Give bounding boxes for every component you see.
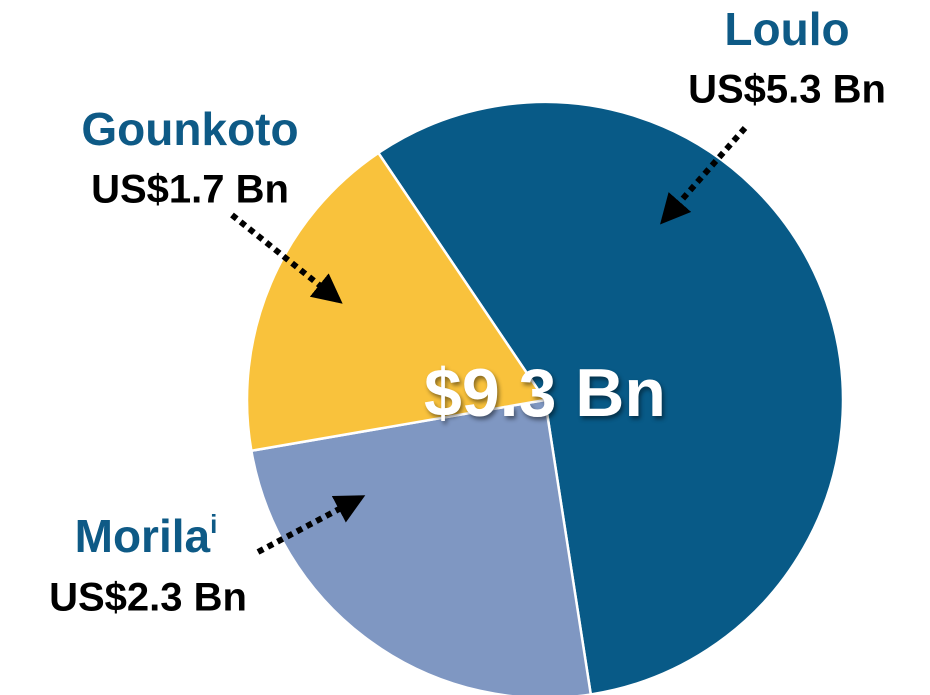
- arrow: [660, 126, 748, 225]
- total-label: $9.3 Bn: [424, 355, 666, 431]
- footnote-mark: i: [210, 509, 217, 539]
- arrow: [230, 212, 343, 304]
- pie-slice: [249, 398, 593, 695]
- slice-value-label: US$2.3 Bn: [49, 576, 247, 620]
- pie: [245, 100, 845, 695]
- slice-name-text: Morila: [75, 510, 211, 562]
- slice-value-label: US$1.7 Bn: [91, 168, 289, 212]
- slice-value-label: US$5.3 Bn: [688, 68, 886, 112]
- slice-name: Gounkoto: [81, 103, 298, 155]
- slice-name: Loulo: [724, 3, 849, 55]
- arrow: [256, 495, 366, 555]
- pie-slice: [245, 151, 548, 453]
- pie-slice: [376, 100, 845, 695]
- slice-name: Morilai: [75, 509, 218, 562]
